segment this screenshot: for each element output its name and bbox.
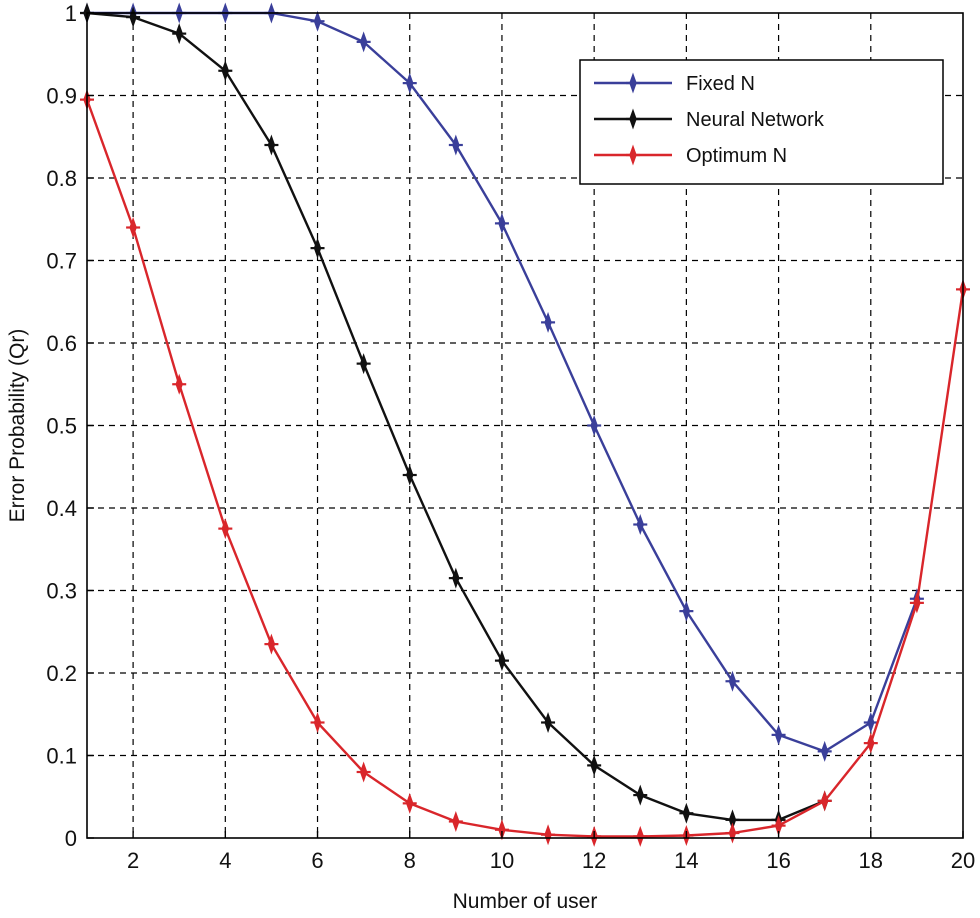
data-point-optimum-n (909, 592, 924, 614)
legend: Fixed N Neural Network Optimum N (579, 59, 944, 185)
y-tick-label: 0.9 (46, 84, 77, 109)
series-line-optimum-n (85, 99, 965, 838)
x-tick-label: 20 (951, 848, 975, 873)
data-point-fixed-n (633, 514, 648, 535)
data-point-neural-network (587, 754, 602, 776)
legend-marker (626, 108, 640, 130)
data-point-optimum-n (448, 811, 463, 832)
data-point-neural-network (356, 353, 371, 375)
y-tick-label: 0.6 (46, 331, 77, 356)
data-point-fixed-n (771, 724, 786, 746)
data-point-neural-network (633, 784, 648, 806)
data-point-neural-network (402, 464, 417, 486)
data-point-optimum-n (264, 633, 279, 655)
x-tick-label: 8 (404, 848, 416, 873)
data-point-neural-network (218, 60, 233, 82)
data-point-optimum-n (126, 217, 141, 238)
y-tick-label: 0 (65, 826, 77, 851)
data-point-optimum-n (541, 824, 556, 846)
data-point-optimum-n (218, 518, 233, 540)
y-axis-label: Error Probability (Qr) (6, 329, 29, 523)
data-point-fixed-n (725, 670, 740, 692)
data-point-fixed-n (817, 740, 832, 762)
data-point-optimum-n (633, 825, 648, 847)
y-tick-label: 0.2 (46, 661, 77, 686)
x-tick-label: 18 (859, 848, 883, 873)
x-tick-label: 10 (490, 848, 514, 873)
data-point-neural-network (541, 712, 556, 733)
data-point-neural-network (172, 23, 187, 45)
data-point-fixed-n (587, 415, 602, 436)
x-tick-label: 4 (219, 848, 231, 873)
data-point-optimum-n (310, 712, 325, 733)
legend-entry-optimum-n: Optimum N (594, 144, 787, 167)
y-tick-label: 0.5 (46, 414, 77, 439)
y-tick-label: 0.1 (46, 744, 77, 769)
x-tick-label: 6 (311, 848, 323, 873)
tick-labels: 2 4 6 8 10 12 14 16 18 20 0 0.1 0.2 0.3 0.4 0.5 0.6 0.7 0.… (46, 1, 975, 873)
legend-entry-neural-network: Neural Network (594, 108, 825, 131)
data-point-fixed-n (310, 10, 325, 32)
data-point-optimum-n (863, 732, 878, 754)
legend-label: Fixed N (686, 73, 755, 95)
y-tick-label: 0.4 (46, 496, 77, 521)
x-tick-label: 16 (766, 848, 790, 873)
x-tick-label: 14 (674, 848, 698, 873)
x-tick-label: 2 (127, 848, 139, 873)
y-tick-label: 0.8 (46, 166, 77, 191)
data-point-neural-network (264, 134, 279, 156)
legend-entry-fixed-n: Fixed N (594, 72, 755, 95)
data-point-neural-network (679, 802, 694, 824)
data-point-neural-network (448, 567, 463, 589)
data-point-fixed-n (494, 212, 509, 234)
legend-label: Optimum N (686, 145, 787, 167)
data-point-fixed-n (448, 134, 463, 156)
data-point-fixed-n (679, 600, 694, 622)
x-tick-label: 12 (582, 848, 606, 873)
data-point-optimum-n (356, 761, 371, 783)
legend-label: Neural Network (686, 109, 825, 131)
data-point-fixed-n (863, 712, 878, 733)
data-point-optimum-n (402, 792, 417, 814)
data-point-fixed-n (541, 311, 556, 333)
y-tick-label: 0.3 (46, 579, 77, 604)
legend-marker (626, 72, 640, 94)
y-tick-label: 0.7 (46, 249, 77, 274)
data-point-optimum-n (172, 373, 187, 395)
data-point-fixed-n (402, 72, 417, 94)
data-point-fixed-n (356, 31, 371, 53)
data-point-neural-network (310, 237, 325, 259)
data-point-neural-network (494, 650, 509, 672)
legend-box (579, 59, 944, 185)
y-tick-label: 1 (65, 1, 77, 26)
legend-marker (626, 144, 640, 166)
x-axis-label: Number of user (453, 890, 598, 913)
data-point-optimum-n (817, 790, 832, 812)
